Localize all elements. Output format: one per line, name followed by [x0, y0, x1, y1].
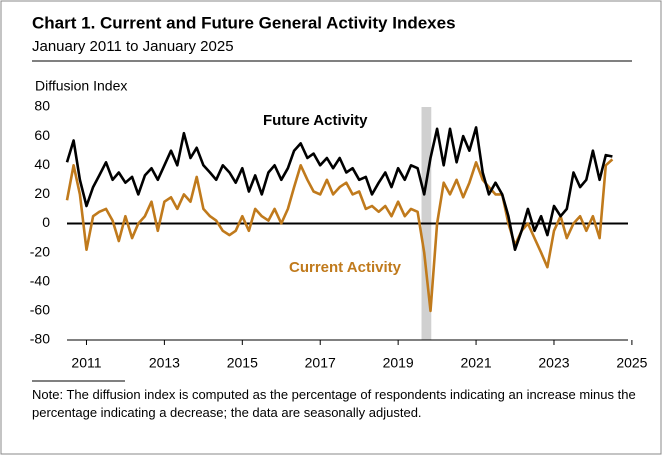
series-line [65, 126, 613, 251]
x-tick-label: 2013 [149, 355, 180, 371]
note: Note: The diffusion index is computed as… [32, 387, 636, 420]
y-tick-label: 20 [34, 185, 50, 201]
y-tick-label: -20 [30, 243, 50, 259]
y-axis-label: Diffusion Index [35, 78, 127, 94]
x-tick-label: 2019 [383, 355, 414, 371]
y-tick-label: -80 [30, 331, 50, 347]
x-tick-label: 2021 [460, 355, 491, 371]
y-tick-label: 80 [34, 98, 50, 114]
y-tick-label: 0 [42, 214, 50, 230]
series-label: Future Activity [263, 112, 368, 129]
chart-title: Chart 1. Current and Future General Acti… [32, 13, 456, 32]
x-tick-label: 2017 [305, 355, 336, 371]
x-tick-label: 2025 [616, 355, 647, 371]
y-tick-label: 40 [34, 156, 50, 172]
y-tick-label: 60 [34, 127, 50, 143]
x-tick-label: 2015 [227, 355, 258, 371]
y-tick-label: -40 [30, 272, 50, 288]
series-label: Current Activity [289, 259, 402, 276]
x-tick-label: 2011 [71, 355, 101, 371]
chart-subtitle: January 2011 to January 2025 [32, 38, 234, 55]
y-tick-label: -60 [30, 302, 50, 318]
x-tick-label: 2023 [538, 355, 569, 371]
series-line [65, 158, 614, 313]
